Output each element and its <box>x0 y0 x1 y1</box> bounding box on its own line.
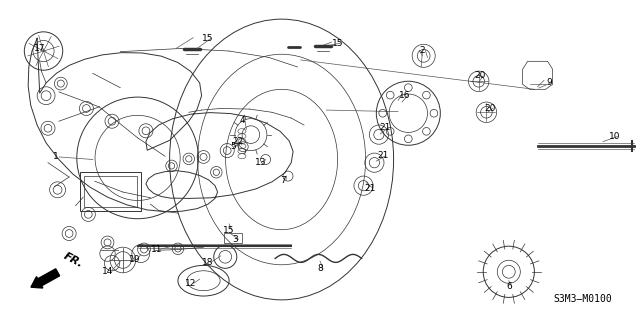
Text: 12: 12 <box>185 279 196 288</box>
Text: 10: 10 <box>609 132 620 141</box>
Text: 4: 4 <box>239 116 244 125</box>
Text: 3: 3 <box>233 235 238 244</box>
Text: 20: 20 <box>474 71 486 80</box>
Text: 21: 21 <box>380 123 391 132</box>
Bar <box>80 172 141 211</box>
Text: 1: 1 <box>54 152 59 161</box>
Text: 7: 7 <box>280 176 285 185</box>
Text: 21: 21 <box>364 184 376 193</box>
Text: S3M3–M0100: S3M3–M0100 <box>553 294 612 304</box>
Text: 14: 14 <box>102 267 113 276</box>
Text: 15: 15 <box>332 39 344 48</box>
Text: 15: 15 <box>223 226 235 235</box>
Text: 2: 2 <box>420 46 425 55</box>
Text: 9: 9 <box>547 78 552 87</box>
Text: 13: 13 <box>255 158 267 167</box>
Text: 8: 8 <box>317 264 323 273</box>
Text: 19: 19 <box>129 255 140 263</box>
Text: 20: 20 <box>484 104 495 113</box>
Text: 6: 6 <box>506 282 511 291</box>
Text: 15: 15 <box>202 34 214 43</box>
Bar <box>224 233 242 243</box>
Text: 22: 22 <box>232 137 244 146</box>
Text: FR.: FR. <box>61 251 84 269</box>
Text: 17: 17 <box>34 44 45 53</box>
Text: 21: 21 <box>377 151 388 160</box>
Text: 5: 5 <box>231 142 236 151</box>
Text: 18: 18 <box>202 258 214 267</box>
Bar <box>84 176 137 206</box>
Text: 16: 16 <box>399 91 410 100</box>
Text: 11: 11 <box>151 245 163 254</box>
FancyArrow shape <box>31 269 60 288</box>
